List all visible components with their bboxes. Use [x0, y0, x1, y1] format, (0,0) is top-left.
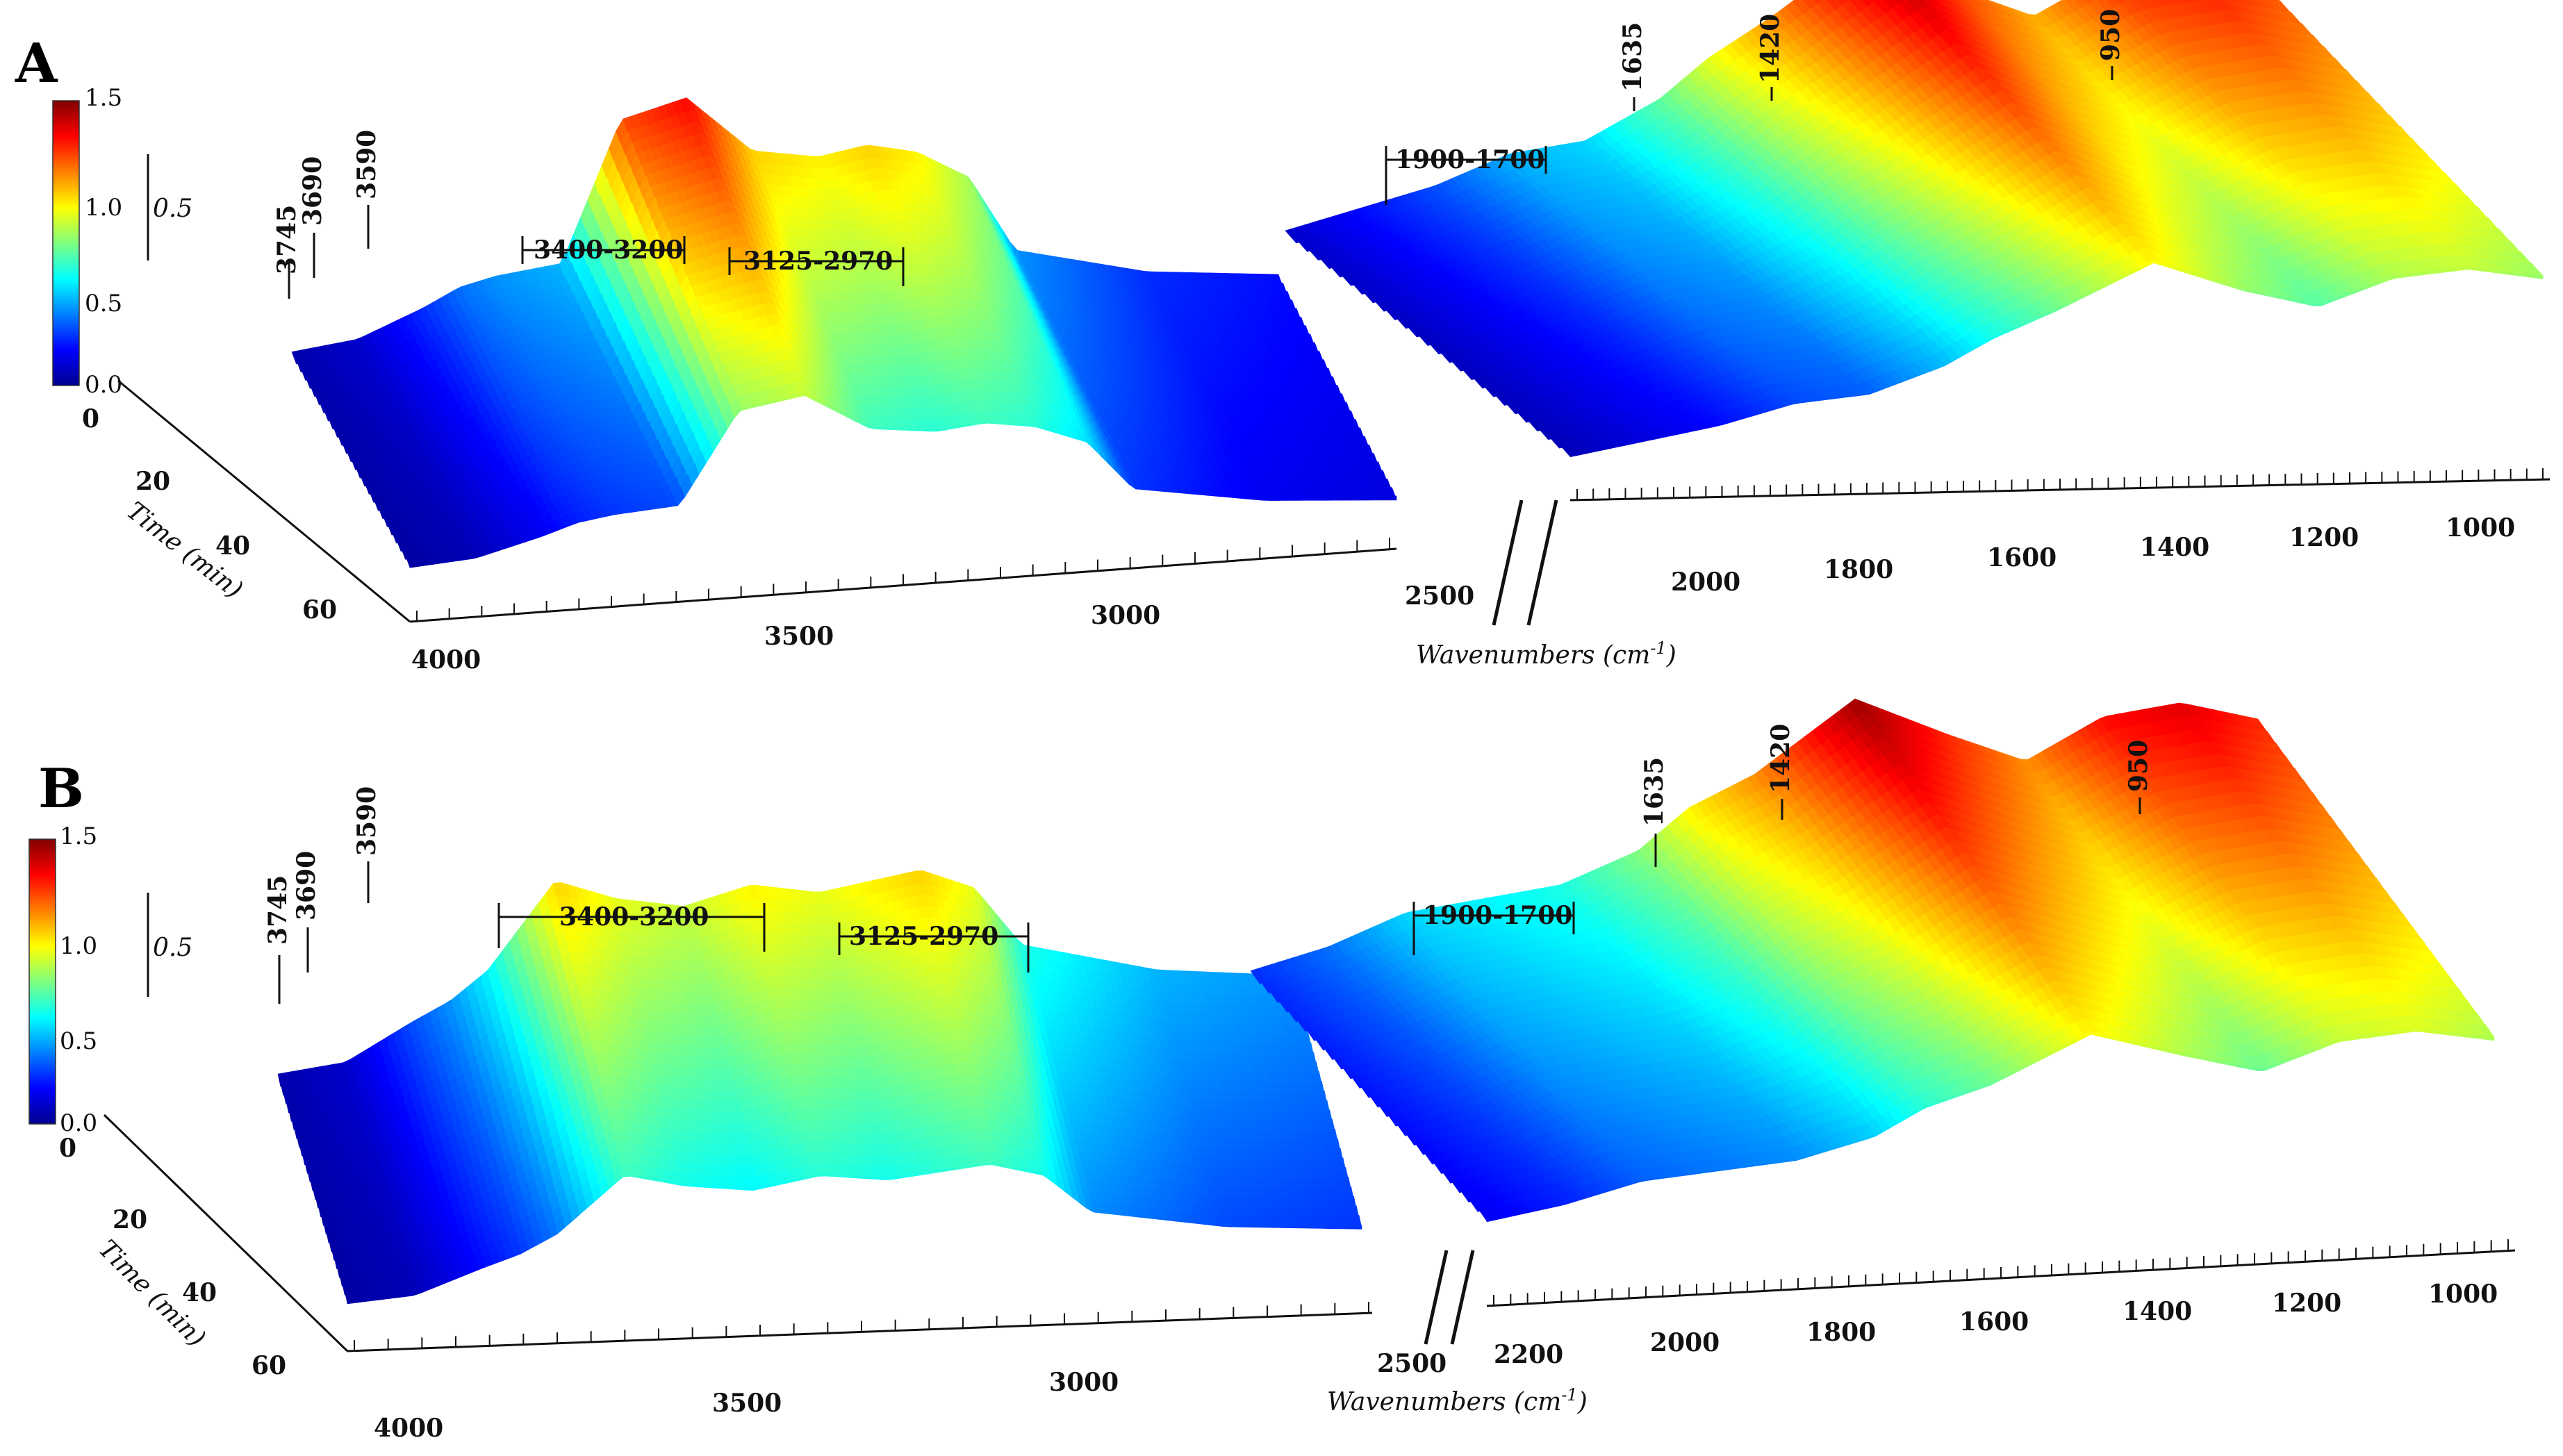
panel-a-colorbar: 1.5 1.0 0.5 0.0 0.5 — [52, 84, 192, 399]
scale-bar-label: 0.5 — [153, 195, 192, 223]
colorbar-gradient — [52, 100, 80, 386]
surface-a-left — [291, 97, 1397, 568]
colorbar-label-max: 1.5 — [85, 84, 122, 112]
colorbar-label: 1.0 — [85, 194, 122, 222]
panel-a: A 1.5 1.0 0.5 0.0 0.5 3745 3690 3590 340… — [15, 0, 2550, 675]
colorbar-label-min: 0.0 — [85, 371, 122, 399]
colorbar-label: 0.5 — [85, 290, 122, 317]
panel-a-label: A — [15, 32, 58, 95]
surface-a-right — [1285, 0, 2544, 458]
